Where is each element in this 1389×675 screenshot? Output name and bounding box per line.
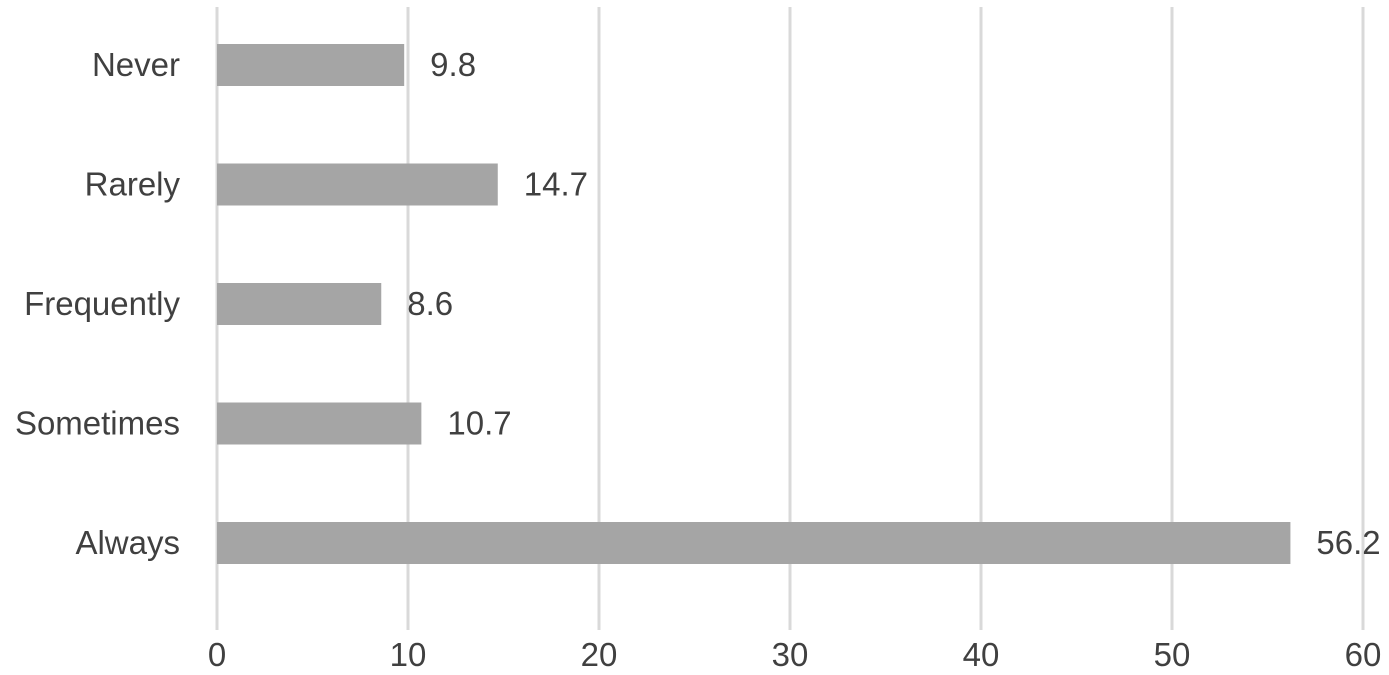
- x-tick-label: 40: [963, 636, 1000, 670]
- data-label: 10.7: [447, 405, 511, 442]
- data-label: 8.6: [407, 285, 453, 322]
- x-tick-label: 50: [1154, 636, 1191, 670]
- data-label: 14.7: [524, 166, 588, 203]
- data-label: 56.2: [1316, 524, 1380, 561]
- bar: [217, 283, 382, 325]
- bar: [217, 163, 498, 206]
- x-tick-label: 30: [772, 636, 809, 670]
- x-tick-label: 60: [1345, 636, 1382, 670]
- x-tick-label: 0: [208, 636, 226, 670]
- bars: [217, 44, 1291, 564]
- data-label: 9.8: [430, 46, 476, 83]
- category-label: Frequently: [24, 285, 180, 322]
- category-label: Never: [92, 46, 180, 83]
- bar: [217, 522, 1291, 564]
- x-tick-label: 20: [581, 636, 618, 670]
- category-label: Rarely: [85, 166, 181, 203]
- category-label: Sometimes: [15, 405, 180, 442]
- bar: [217, 402, 422, 445]
- labels: 0 10 20 30 40 50 60 Never 9.8 Rarely 14.7 Frequentl…: [15, 46, 1382, 673]
- gridlines: [215, 7, 1365, 630]
- x-tick-label: 10: [390, 636, 427, 670]
- bar: [217, 44, 405, 86]
- category-label: Always: [75, 524, 180, 561]
